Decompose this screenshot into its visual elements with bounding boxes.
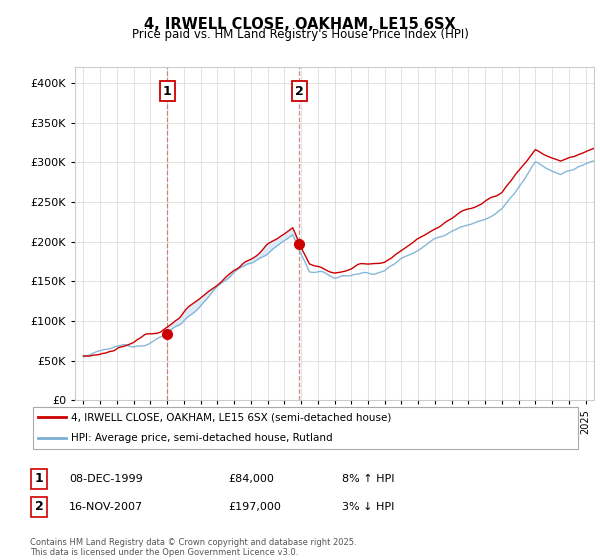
Text: 2: 2 bbox=[35, 500, 43, 514]
Text: 8% ↑ HPI: 8% ↑ HPI bbox=[342, 474, 395, 484]
Text: HPI: Average price, semi-detached house, Rutland: HPI: Average price, semi-detached house,… bbox=[71, 433, 333, 444]
Text: £197,000: £197,000 bbox=[228, 502, 281, 512]
Text: 08-DEC-1999: 08-DEC-1999 bbox=[69, 474, 143, 484]
Text: Contains HM Land Registry data © Crown copyright and database right 2025.
This d: Contains HM Land Registry data © Crown c… bbox=[30, 538, 356, 557]
Text: 1: 1 bbox=[35, 472, 43, 486]
Text: 3% ↓ HPI: 3% ↓ HPI bbox=[342, 502, 394, 512]
Text: 2: 2 bbox=[295, 85, 304, 97]
FancyBboxPatch shape bbox=[33, 407, 578, 449]
Text: 4, IRWELL CLOSE, OAKHAM, LE15 6SX (semi-detached house): 4, IRWELL CLOSE, OAKHAM, LE15 6SX (semi-… bbox=[71, 412, 392, 422]
Text: Price paid vs. HM Land Registry's House Price Index (HPI): Price paid vs. HM Land Registry's House … bbox=[131, 28, 469, 41]
Text: 1: 1 bbox=[163, 85, 172, 97]
Text: 4, IRWELL CLOSE, OAKHAM, LE15 6SX: 4, IRWELL CLOSE, OAKHAM, LE15 6SX bbox=[144, 17, 456, 32]
Text: £84,000: £84,000 bbox=[228, 474, 274, 484]
Text: 16-NOV-2007: 16-NOV-2007 bbox=[69, 502, 143, 512]
